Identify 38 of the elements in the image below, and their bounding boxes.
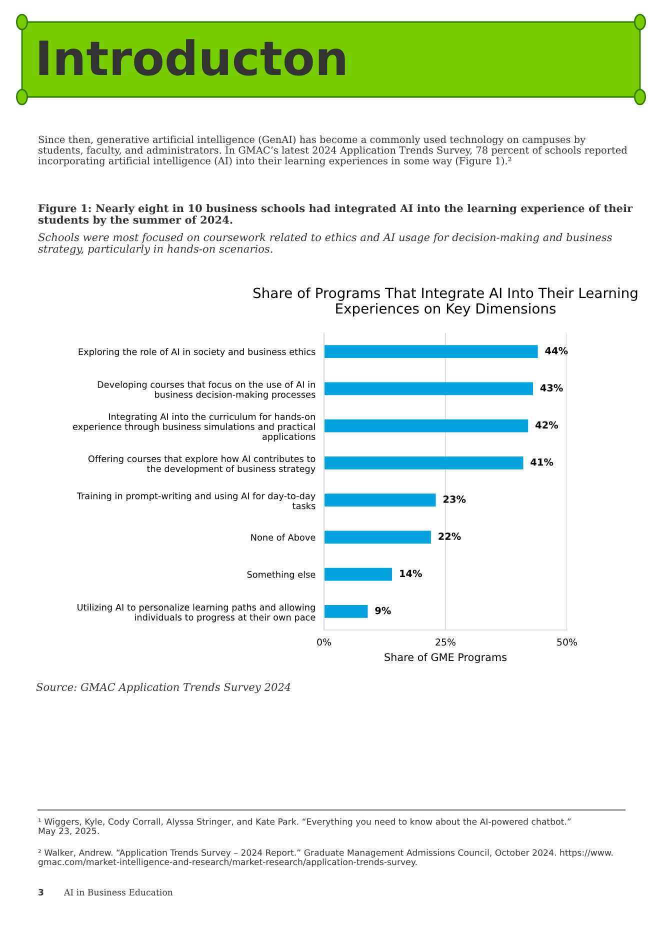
bar — [324, 494, 436, 507]
data-label: 42% — [536, 421, 558, 429]
source-note: Source: GMAC Application Trends Survey 2024 — [36, 682, 290, 694]
data-label: 44% — [545, 347, 568, 354]
y-tick-label: None of Above — [251, 534, 316, 541]
y-tick-label: Exploring the role of AI in society and business ethics — [78, 348, 316, 357]
bar — [324, 604, 368, 618]
x-tick-label: 50% — [557, 638, 577, 646]
bar — [324, 568, 392, 581]
y-tick-label: Training in prompt-writing and using AI for day-to-day tasks — [76, 492, 316, 510]
y-tick-label: Offering courses that explore how AI contributes to the development of business strategy — [88, 455, 316, 474]
x-tick-label: 25% — [436, 638, 456, 646]
bar — [324, 345, 538, 358]
data-label: 9% — [375, 606, 391, 614]
text: Introducton — [39, 39, 345, 76]
text: ¹ Wiggers, Kyle, Cody Corrall, Alyssa Stringer, and Kate Park. “Everything you need to know about the AI-powered chatbot.” May 23, 2025. — [38, 818, 571, 836]
y-tick-label: Developing courses that focus on the use of AI in business decision-making processes — [98, 381, 316, 400]
text: 3 — [38, 888, 44, 896]
x-axis-title: Share of GME Programs — [384, 653, 507, 664]
x-tick-label: 0% — [317, 638, 331, 646]
data-label: 22% — [438, 532, 461, 540]
bar — [324, 456, 524, 470]
text: Since then, generative artificial intelligence (GenAI) has become a commonly used technology on campuses by students, faculty, and administrators. In GMAC’s latest 2024 Application Trends Survey, 78 percent of schools reported incorporating artificial intelligence (AI) into their learning experiences in some way (Figure 1).² — [38, 136, 628, 166]
text: ² Walker, Andrew. “Application Trends Survey – 2024 Report.” Graduate Management Admissions Council, October 2024. https://www. gmac.com/market-intelligence-and-research/market-research/application-trends-survey. — [38, 849, 613, 867]
text: AI in Business Education — [64, 888, 173, 896]
bar — [324, 530, 431, 544]
chart-title: Share of Programs That Integrate AI Into Their Learning Experiences on Key Dimensions — [253, 287, 638, 316]
data-label: 43% — [540, 384, 563, 392]
bar — [324, 419, 528, 432]
data-label: 14% — [400, 570, 422, 578]
caption: Figure 1: Nearly eight in 10 business schools had integrated AI into the learning experience of their students by the summer of 2024. — [38, 204, 633, 226]
data-label: 23% — [443, 496, 466, 503]
y-tick-label: Integrating AI into the curriculum for hands-on experience through business simulations and practical applications — [73, 413, 316, 442]
bar — [324, 382, 533, 396]
text: Schools were most focused on coursework related to ethics and AI usage for decision-making and business strategy, particularly in hands-on scenarios. — [38, 233, 612, 255]
y-tick-label: Utilizing AI to personalize learning paths and allowing individuals to progress at their own pace — [78, 604, 316, 622]
y-tick-label: Something else — [247, 570, 316, 580]
data-label: 41% — [530, 458, 554, 466]
